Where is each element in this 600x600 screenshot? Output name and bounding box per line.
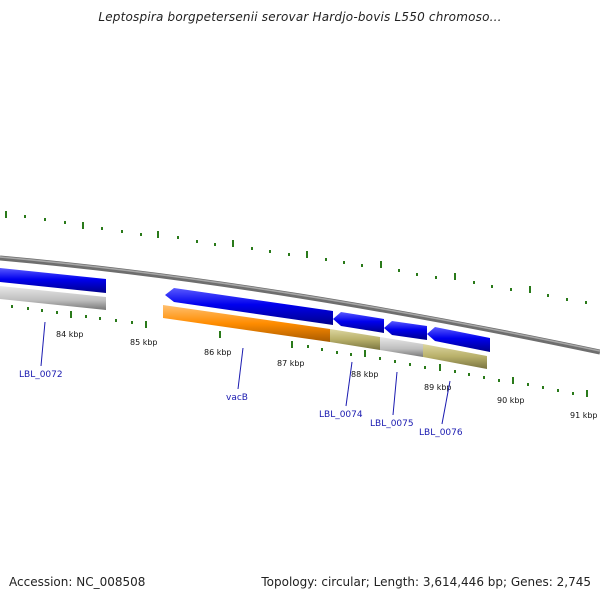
gene-LBL_0075-feature[interactable] — [380, 337, 423, 357]
outer-tick-track — [5, 211, 587, 304]
gene-LBL_0076-feature[interactable] — [423, 344, 487, 369]
kbp-label-87: 87 kbp — [277, 359, 305, 368]
inner-tick-track — [11, 305, 588, 397]
gene-label-LBL_0074[interactable]: LBL_0074 — [319, 410, 363, 420]
gene-LBL_0074-cds[interactable] — [333, 312, 384, 333]
gene-vacB-feature[interactable] — [163, 305, 330, 342]
gene-labels: LBL_0072 vacB LBL_0074 LBL_0075 LBL_0076 — [19, 370, 463, 438]
kbp-scale-labels: 84 kbp 85 kbp 86 kbp 87 kbp 88 kbp 89 kb… — [56, 330, 598, 420]
gene-LBL_0072-feature[interactable] — [0, 286, 106, 310]
kbp-label-90: 90 kbp — [497, 396, 525, 405]
gene-LBL_0075-cds[interactable] — [384, 321, 427, 340]
gene-label-LBL_0076[interactable]: LBL_0076 — [419, 428, 463, 438]
kbp-label-86: 86 kbp — [204, 348, 232, 357]
gene-LBL_0072-cds[interactable] — [0, 268, 106, 293]
kbp-label-88: 88 kbp — [351, 370, 379, 379]
kbp-label-91: 91 kbp — [570, 411, 598, 420]
kbp-label-89: 89 kbp — [424, 383, 452, 392]
gene-LBL_0076-cds[interactable] — [427, 327, 490, 352]
kbp-label-85: 85 kbp — [130, 338, 158, 347]
gene-label-LBL_0072[interactable]: LBL_0072 — [19, 370, 63, 380]
gene-label-vacB[interactable]: vacB — [226, 393, 248, 403]
gene-label-LBL_0075[interactable]: LBL_0075 — [370, 419, 414, 429]
genome-summary-text: Topology: circular; Length: 3,614,446 bp… — [261, 575, 591, 589]
map-title: Leptospira borgpetersenii serovar Hardjo… — [98, 10, 502, 24]
gene-LBL_0074-feature[interactable] — [330, 329, 380, 350]
accession-text: Accession: NC_008508 — [9, 575, 146, 589]
chromosome-backbone — [0, 255, 600, 355]
gene-label-leaders — [40, 321, 451, 425]
gene-vacB-cds[interactable] — [165, 288, 333, 325]
kbp-label-84: 84 kbp — [56, 330, 84, 339]
